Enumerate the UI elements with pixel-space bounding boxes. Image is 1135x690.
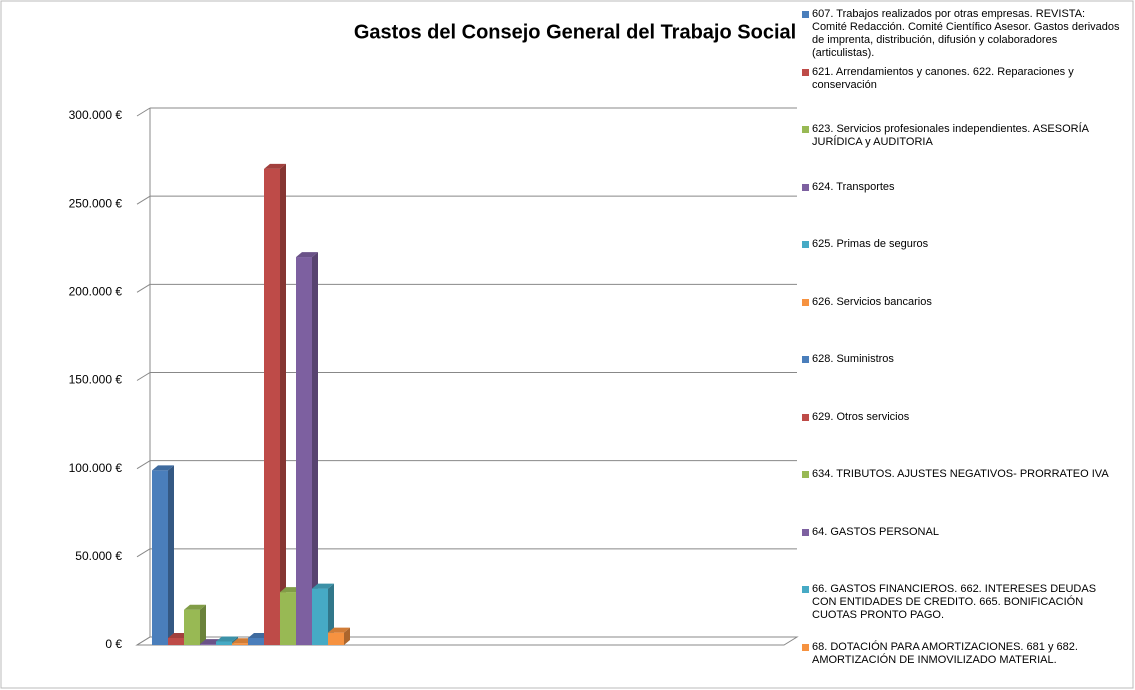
y-tick-label: 0 € [105, 637, 122, 651]
legend-entry: 629. Otros servicios [802, 410, 1122, 424]
bar-side [200, 604, 206, 645]
legend-label: 64. GASTOS PERSONAL [812, 525, 939, 538]
bar-front [264, 168, 280, 645]
bar-front [328, 632, 344, 645]
grid-side [136, 548, 151, 558]
legend-swatch [802, 11, 809, 18]
y-tick-label: 50.000 € [75, 549, 122, 563]
legend-swatch [802, 586, 809, 593]
legend-entry: 68. DOTACIÓN PARA AMORTIZACIONES. 681 y … [802, 640, 1122, 667]
legend-swatch [802, 68, 809, 76]
bar-front [312, 588, 328, 645]
bar-side [168, 465, 174, 645]
bar-top [216, 636, 238, 642]
bar-top [312, 583, 334, 589]
y-tick-label: 200.000 € [69, 285, 123, 299]
grid-side [136, 636, 151, 646]
legend-swatch [802, 356, 809, 363]
bar [296, 252, 318, 646]
legend-label: 621. Arrendamientos y canones. 622. Repa… [812, 65, 1074, 91]
bar-front [168, 637, 184, 645]
bar-front [296, 257, 312, 645]
legend-entry: 628. Suministros [802, 353, 1122, 366]
legend-label: 629. Otros servicios [812, 410, 910, 423]
legend-entry: 624. Transportes [802, 180, 1122, 194]
bar-top [296, 252, 318, 258]
legend-swatch [802, 471, 809, 478]
legend-entry: 626. Servicios bancarios [802, 295, 1122, 309]
bar-front [152, 470, 168, 645]
bar-top [152, 465, 174, 471]
legend-label: 623. Servicios profesionales independien… [812, 123, 1089, 148]
bar [328, 627, 350, 645]
bar-side [312, 252, 318, 646]
legend-entry: 623. Servicios profesionales independien… [802, 123, 1122, 149]
grid-side [136, 107, 151, 117]
legend-swatch [802, 183, 809, 191]
legend-swatch [802, 126, 809, 133]
bar-front [248, 637, 264, 645]
bar-top [264, 163, 286, 169]
legend-label: 625. Primas de seguros [812, 238, 929, 250]
bar-front [280, 592, 296, 645]
bar [264, 163, 286, 645]
y-tick-label: 300.000 € [69, 108, 123, 122]
bar-side [344, 627, 350, 645]
bar-side [280, 163, 286, 645]
legend-label: 68. DOTACIÓN PARA AMORTIZACIONES. 681 y … [812, 640, 1078, 666]
legend-label: 634. TRIBUTOS. AJUSTES NEGATIVOS- PRORRA… [812, 468, 1109, 480]
legend-label: 628. Suministros [812, 353, 894, 365]
grid-side [136, 372, 151, 381]
y-tick-label: 100.000 € [69, 461, 123, 475]
legend-entry: 64. GASTOS PERSONAL [802, 525, 1122, 539]
bar-top [328, 627, 350, 633]
legend-label: 626. Servicios bancarios [812, 295, 932, 308]
y-tick-label: 150.000 € [69, 373, 123, 387]
bar [184, 604, 206, 645]
legend-entry: 621. Arrendamientos y canones. 622. Repa… [802, 65, 1122, 92]
legend-label: 624. Transportes [812, 180, 895, 193]
legend-swatch [802, 528, 809, 536]
legend-swatch [802, 298, 809, 306]
bar-front [184, 609, 200, 645]
legend-swatch [802, 241, 809, 248]
bar-front [200, 644, 216, 645]
y-tick-label: 250.000 € [69, 196, 123, 210]
bar-front [232, 643, 248, 645]
grid-side [136, 460, 151, 470]
bar-front [216, 641, 232, 645]
legend-entry: 607. Trabajos realizados por otras empre… [802, 8, 1122, 60]
legend-entry: 625. Primas de seguros [802, 238, 1122, 251]
legend-entry: 66. GASTOS FINANCIEROS. 662. INTERESES D… [802, 583, 1122, 622]
legend-label: 66. GASTOS FINANCIEROS. 662. INTERESES D… [812, 583, 1097, 621]
grid-side [136, 195, 151, 205]
legend-entry: 634. TRIBUTOS. AJUSTES NEGATIVOS- PRORRA… [802, 468, 1122, 481]
legend-label: 607. Trabajos realizados por otras empre… [812, 8, 1120, 59]
bar-top [184, 604, 206, 610]
legend-swatch [802, 413, 809, 421]
chart-title: Gastos del Consejo General del Trabajo S… [354, 21, 796, 43]
legend-swatch [802, 643, 809, 651]
bar [152, 465, 174, 645]
grid-side [136, 283, 151, 293]
